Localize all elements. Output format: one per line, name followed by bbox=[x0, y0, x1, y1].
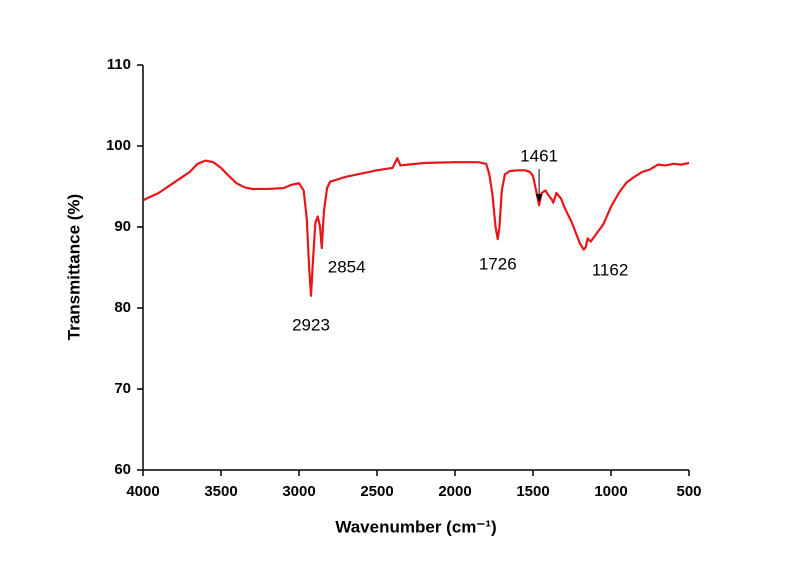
x-tick-label: 3500 bbox=[204, 483, 237, 500]
peak-label: 1162 bbox=[592, 261, 629, 280]
x-tick-label: 500 bbox=[676, 483, 701, 500]
x-axis-label: Wavenumber (cm⁻¹) bbox=[335, 517, 496, 536]
peak-label: 2923 bbox=[292, 315, 330, 334]
peak-label: 1726 bbox=[479, 255, 517, 274]
y-tick-label: 90 bbox=[114, 218, 131, 235]
x-tick-label: 2000 bbox=[438, 483, 471, 500]
y-tick-label: 110 bbox=[107, 56, 131, 73]
y-tick-label: 70 bbox=[114, 380, 131, 397]
peak-label: 1461 bbox=[520, 147, 558, 166]
spectrum-line bbox=[142, 157, 690, 297]
x-tick-label: 1500 bbox=[516, 483, 549, 500]
y-tick-label: 60 bbox=[114, 461, 131, 478]
peak-label: 2854 bbox=[328, 258, 366, 277]
y-axis-label: Transmittance (%) bbox=[64, 194, 83, 340]
peak-arrowhead bbox=[535, 194, 543, 203]
x-tick-label: 4000 bbox=[126, 483, 159, 500]
y-tick-label: 100 bbox=[106, 137, 131, 154]
x-tick-label: 3000 bbox=[282, 483, 315, 500]
x-tick-label: 1000 bbox=[594, 483, 627, 500]
y-tick-label: 80 bbox=[114, 299, 131, 316]
x-tick-label: 2500 bbox=[360, 483, 393, 500]
